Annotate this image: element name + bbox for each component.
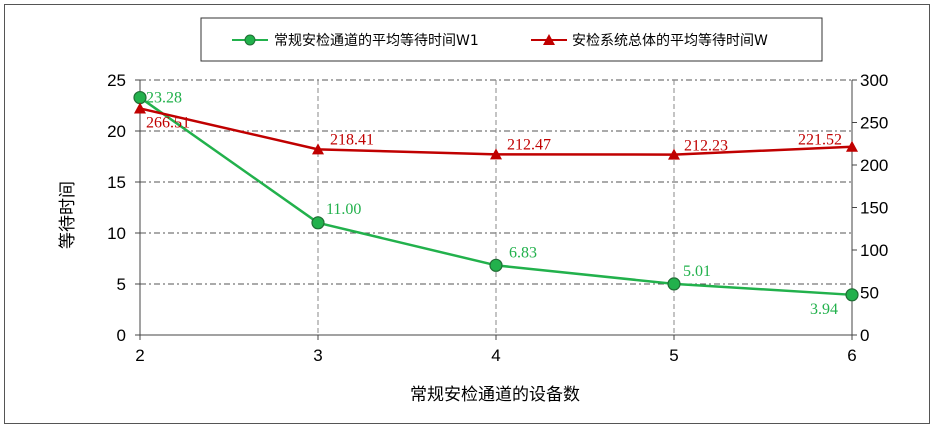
tick-label-left: 0 [117, 326, 126, 345]
data-point-w1 [489, 258, 503, 272]
tick-label-right: 150 [860, 199, 888, 218]
legend-label-w1: 常规安检通道的平均等待时间W1 [274, 32, 479, 49]
legend: 常规安检通道的平均等待时间W1 安检系统总体的平均等待时间W [200, 17, 823, 62]
grid [140, 79, 852, 335]
x-axis-title: 常规安检通道的设备数 [410, 385, 580, 405]
tick-label-right: 100 [860, 241, 888, 260]
tick-label-x: 4 [491, 346, 500, 365]
data-label-w1: 11.00 [326, 201, 361, 218]
data-point-w [134, 102, 146, 114]
data-label-w1: 6.83 [509, 244, 537, 261]
data-point-w1 [845, 288, 859, 302]
tick-label-left: 15 [107, 173, 126, 192]
data-label-w: 266.51 [146, 114, 190, 131]
tick-label-left: 20 [107, 122, 126, 141]
legend-label-w: 安检系统总体的平均等待时间W [572, 32, 768, 49]
tick-label-x: 6 [847, 346, 856, 365]
axes [135, 79, 857, 340]
data-point-w [490, 148, 502, 160]
y-axis-title: 等待时间 [58, 181, 78, 249]
data-label-w: 212.47 [507, 136, 551, 153]
tick-label-left: 10 [107, 224, 126, 243]
data-label-w1: 23.28 [146, 90, 182, 107]
legend-marker-w1 [244, 34, 256, 46]
tick-label-left: 5 [117, 275, 126, 294]
data-labels: 23.28 11.00 6.83 5.01 3.94 266.51 218.41 212.47… [146, 90, 842, 318]
data-label-w: 221.52 [798, 132, 842, 149]
data-point-w1 [667, 277, 681, 291]
data-point-w [846, 140, 858, 152]
data-point-w [312, 143, 324, 155]
tick-label-right: 300 [860, 71, 888, 90]
data-label-w1: 5.01 [683, 263, 711, 280]
tick-label-x: 3 [313, 346, 322, 365]
data-label-w1: 3.94 [810, 301, 838, 318]
series [133, 90, 859, 302]
tick-label-right: 250 [860, 114, 888, 133]
data-point-w [668, 148, 680, 160]
data-point-w1 [133, 90, 147, 105]
data-point-w1 [311, 216, 325, 230]
tick-label-right: 200 [860, 156, 888, 175]
data-label-w: 218.41 [330, 131, 374, 148]
legend-box [200, 17, 823, 62]
tick-label-right: 0 [860, 326, 869, 345]
tick-label-left: 25 [107, 71, 126, 90]
tick-label-x: 2 [135, 346, 144, 365]
tick-label-right: 50 [860, 284, 879, 303]
chart-frame: 0 5 10 15 20 25 0 50 100 150 200 250 300 2 3 4 5 6 23.28 1… [4, 4, 930, 424]
legend-marker-w [543, 34, 555, 45]
data-label-w: 212.23 [684, 138, 728, 155]
tick-label-x: 5 [669, 346, 678, 365]
